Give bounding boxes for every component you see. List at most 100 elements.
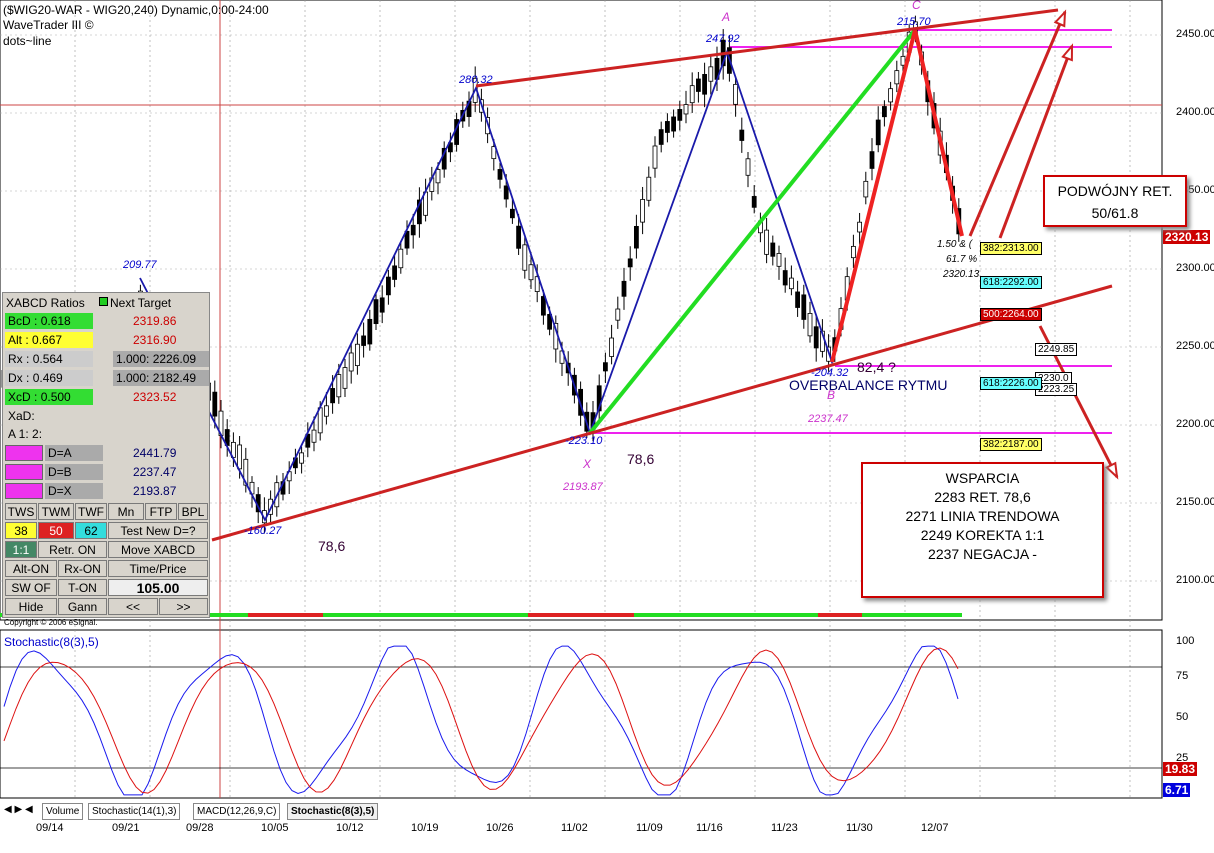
- point-c-label: C: [912, 0, 921, 12]
- tab-macd[interactable]: MACD(12,26,9,C): [193, 803, 281, 820]
- letter-box: [5, 445, 43, 461]
- candle-body: [547, 313, 552, 330]
- hide-button[interactable]: Hide: [5, 598, 57, 615]
- candle-body: [416, 199, 422, 225]
- stoch-pane: [0, 629, 1163, 799]
- level-tag: 618:2226.00: [980, 377, 1042, 390]
- tws-button[interactable]: TWS: [5, 503, 37, 520]
- ratio-38-button[interactable]: 38: [5, 522, 37, 539]
- candle-body: [615, 308, 621, 321]
- candle-body: [764, 229, 769, 255]
- rx-on-button[interactable]: Rx-ON: [58, 560, 107, 577]
- candle-body: [665, 121, 670, 133]
- support-levels-box: WSPARCIA 2283 RET. 78,6 2271 LINIA TREND…: [861, 462, 1104, 598]
- candle-body: [609, 337, 614, 357]
- sw-off-button[interactable]: SW OF: [5, 579, 57, 596]
- d-eq-a-value: 2441.79: [133, 446, 177, 460]
- ratio-1-1-button[interactable]: 1:1: [5, 541, 37, 558]
- tab-stochastic-8[interactable]: Stochastic(8(3),5): [287, 803, 379, 820]
- test-new-d-button[interactable]: Test New D=?: [108, 522, 208, 539]
- stoch-tick: 25: [1176, 752, 1189, 764]
- candle-body: [671, 116, 676, 132]
- study-name: WaveTrader III ©: [3, 18, 94, 32]
- pivot-label: 247.92: [706, 33, 740, 45]
- pivot-label: 215.70: [897, 16, 931, 28]
- price-tick: 2400.00: [1176, 106, 1214, 118]
- price-tick: 2200.00: [1176, 418, 1214, 430]
- candle-body: [361, 335, 367, 346]
- candle-body: [354, 343, 360, 367]
- time-price-value[interactable]: 105.00: [108, 579, 208, 596]
- target-value: 1.000: 2226.09: [113, 351, 209, 367]
- candle-body: [782, 270, 788, 286]
- double-retracement-box: PODWÓJNY RET. 50/61.8: [1043, 175, 1187, 227]
- box-line: 2271 LINIA TRENDOWA: [905, 508, 1060, 524]
- price-tick: 2150.00: [1176, 496, 1214, 508]
- trend-status-bar: [634, 613, 818, 617]
- pivot-label: -223.10: [565, 435, 603, 447]
- candle-body: [857, 221, 862, 233]
- stoch-k-line: [3, 645, 959, 796]
- target-arrow-head: [1053, 9, 1067, 28]
- copyright: Copyright © 2006 eSignal.: [4, 618, 98, 627]
- candle-body: [689, 85, 695, 104]
- overbalance-label: OVERBALANCE RYTMU: [789, 377, 948, 393]
- panel-title: XABCD Ratios: [6, 296, 85, 310]
- move-xabcd-button[interactable]: Move XABCD: [108, 541, 208, 558]
- candle-body: [379, 297, 385, 313]
- time-price-button[interactable]: Time/Price: [108, 560, 208, 577]
- candle-body: [621, 280, 627, 297]
- lower-trendline: [211, 284, 1113, 542]
- candle-body: [813, 326, 819, 349]
- candle-body: [789, 277, 794, 290]
- d-eq-b-value: 2237.47: [133, 465, 177, 479]
- stoch-red-value: 19.83: [1163, 762, 1198, 776]
- price-tick: 2300.00: [1176, 262, 1214, 274]
- alt-on-button[interactable]: Alt-ON: [5, 560, 57, 577]
- candle-body: [534, 276, 540, 292]
- date-tick: 11/30: [846, 822, 873, 834]
- support-arrow-head: [1105, 461, 1119, 480]
- twf-button[interactable]: TWF: [75, 503, 107, 520]
- tab-stochastic-14[interactable]: Stochastic(14(1),3): [88, 803, 181, 820]
- candle-body: [776, 253, 782, 267]
- target-arrow: [968, 11, 1067, 237]
- tab-volume[interactable]: Volume: [42, 803, 84, 820]
- gann-button[interactable]: Gann: [58, 598, 107, 615]
- retr-on-button[interactable]: Retr. ON: [38, 541, 107, 558]
- stoch-blue-value: 6.71: [1163, 783, 1191, 797]
- ratio-62-button[interactable]: 62: [75, 522, 107, 539]
- date-tick: 11/02: [561, 822, 588, 834]
- box-line: PODWÓJNY RET.: [1057, 183, 1173, 199]
- date-tick: 09/14: [36, 822, 64, 834]
- upper-trendline: [475, 8, 1059, 88]
- candle-body: [342, 367, 348, 389]
- candle-body: [696, 78, 701, 92]
- stoch-tick: 50: [1176, 711, 1189, 723]
- prev-button[interactable]: <<: [108, 598, 158, 615]
- candle-body: [348, 352, 354, 372]
- green-trend-line: [588, 28, 917, 435]
- candle-body: [875, 119, 881, 146]
- candle-body: [503, 185, 509, 200]
- box-line: 2249 KOREKTA 1:1: [920, 527, 1045, 543]
- bpl-button[interactable]: BPL: [178, 503, 208, 520]
- ratio-50-button[interactable]: 50: [38, 522, 74, 539]
- mn-button[interactable]: Mn: [108, 503, 144, 520]
- tab-nav-arrows[interactable]: ◀ ▶ ◀: [4, 804, 33, 815]
- date-tick: 10/12: [336, 822, 364, 834]
- candle-body: [882, 106, 887, 118]
- trend-status-bar: [323, 613, 528, 617]
- date-tick: 09/21: [112, 822, 140, 834]
- candle-body: [658, 129, 664, 145]
- stoch-tick: 100: [1176, 635, 1195, 647]
- ratio-tag: 1.50 & (: [937, 239, 973, 250]
- t-on-button[interactable]: T-ON: [58, 579, 107, 596]
- pivot-label: -204.32: [811, 367, 849, 379]
- ratio-dx: Dx : 0.469: [5, 370, 93, 386]
- candle-body: [807, 313, 813, 337]
- twm-button[interactable]: TWM: [38, 503, 74, 520]
- ftp-button[interactable]: FTP: [145, 503, 177, 520]
- candle-body: [491, 146, 497, 160]
- next-button[interactable]: >>: [159, 598, 208, 615]
